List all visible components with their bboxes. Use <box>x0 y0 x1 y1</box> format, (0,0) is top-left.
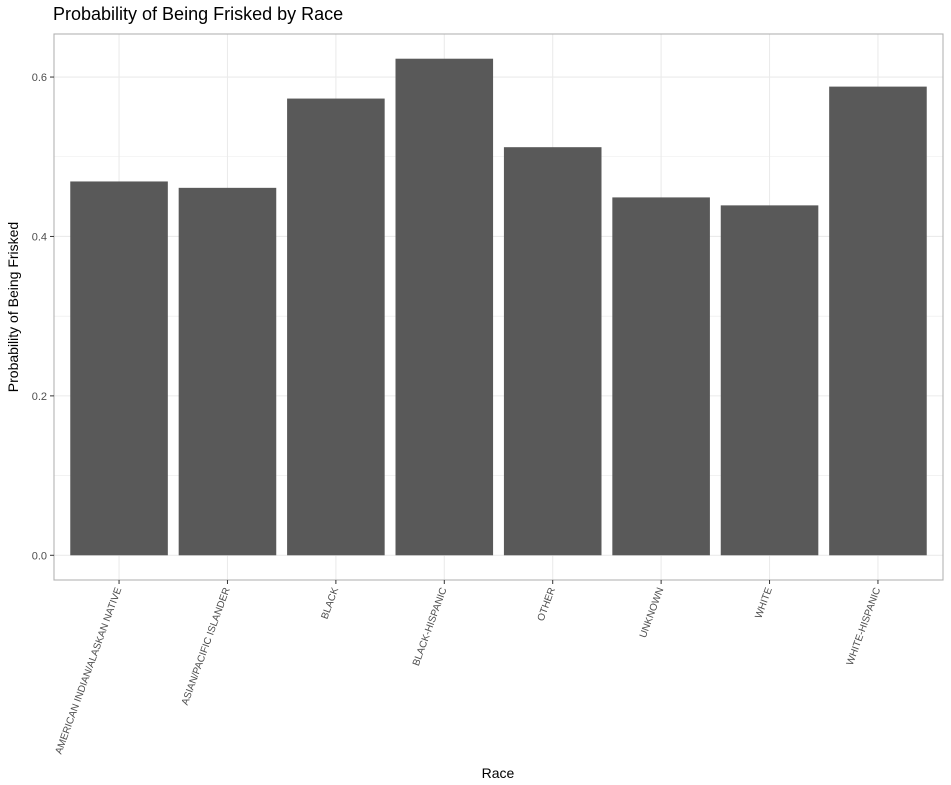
bar <box>829 86 927 556</box>
x-tick-label: BLACK <box>320 586 342 621</box>
x-tick-label: OTHER <box>536 586 558 623</box>
y-tick-label: 0.6 <box>32 72 47 84</box>
bars <box>70 58 927 556</box>
bar <box>287 98 385 556</box>
chart-title: Probability of Being Frisked by Race <box>53 4 343 24</box>
x-tick-label: WHITE-HISPANIC <box>845 586 883 667</box>
x-tick-label: AMERICAN INDIAN/ALASKAN NATIVE <box>54 586 125 756</box>
x-axis: AMERICAN INDIAN/ALASKAN NATIVE ASIAN/PACI… <box>54 580 883 756</box>
x-tick-label: ASIAN/PACIFIC ISLANDER <box>180 586 233 707</box>
bar <box>178 187 277 556</box>
bar <box>503 147 602 556</box>
bar <box>70 181 168 556</box>
y-axis-title: Probability of Being Frisked <box>5 222 21 392</box>
x-tick-label: WHITE <box>753 586 774 620</box>
bar <box>612 197 710 556</box>
panel-border <box>53 33 944 581</box>
y-tick-label: 0.2 <box>32 391 47 403</box>
x-axis-title: Race <box>482 765 515 781</box>
bar <box>395 58 494 556</box>
x-tick-label: UNKNOWN <box>638 586 666 639</box>
bar <box>720 205 819 556</box>
x-tick-label: BLACK-HISPANIC <box>411 586 450 667</box>
y-axis: 0.0 0.2 0.4 0.6 <box>32 72 54 562</box>
y-tick-label: 0.0 <box>32 550 47 562</box>
y-tick-label: 0.4 <box>32 231 47 243</box>
